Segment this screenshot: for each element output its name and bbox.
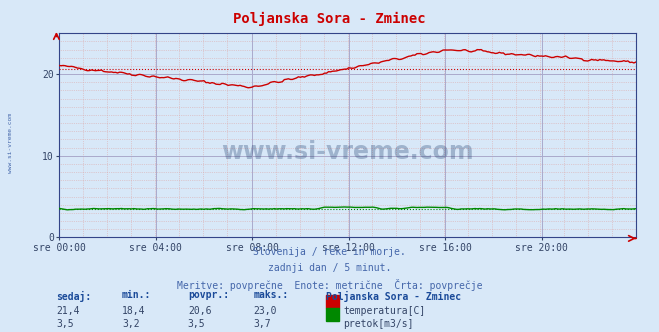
Text: 21,4: 21,4: [56, 306, 80, 316]
Text: Poljanska Sora - Zminec: Poljanska Sora - Zminec: [233, 12, 426, 26]
Text: www.si-vreme.com: www.si-vreme.com: [221, 140, 474, 164]
Text: pretok[m3/s]: pretok[m3/s]: [343, 319, 414, 329]
Text: 3,2: 3,2: [122, 319, 140, 329]
Text: 18,4: 18,4: [122, 306, 146, 316]
Text: 20,6: 20,6: [188, 306, 212, 316]
Text: 23,0: 23,0: [254, 306, 277, 316]
Text: 3,5: 3,5: [56, 319, 74, 329]
Text: temperatura[C]: temperatura[C]: [343, 306, 426, 316]
Text: zadnji dan / 5 minut.: zadnji dan / 5 minut.: [268, 263, 391, 273]
Text: 3,7: 3,7: [254, 319, 272, 329]
Text: Poljanska Sora - Zminec: Poljanska Sora - Zminec: [326, 290, 461, 301]
Text: Slovenija / reke in morje.: Slovenija / reke in morje.: [253, 247, 406, 257]
Text: 3,5: 3,5: [188, 319, 206, 329]
Text: www.si-vreme.com: www.si-vreme.com: [8, 113, 13, 173]
Text: maks.:: maks.:: [254, 290, 289, 300]
Text: sedaj:: sedaj:: [56, 290, 91, 301]
Text: povpr.:: povpr.:: [188, 290, 229, 300]
Text: Meritve: povprečne  Enote: metrične  Črta: povprečje: Meritve: povprečne Enote: metrične Črta:…: [177, 279, 482, 291]
Text: min.:: min.:: [122, 290, 152, 300]
